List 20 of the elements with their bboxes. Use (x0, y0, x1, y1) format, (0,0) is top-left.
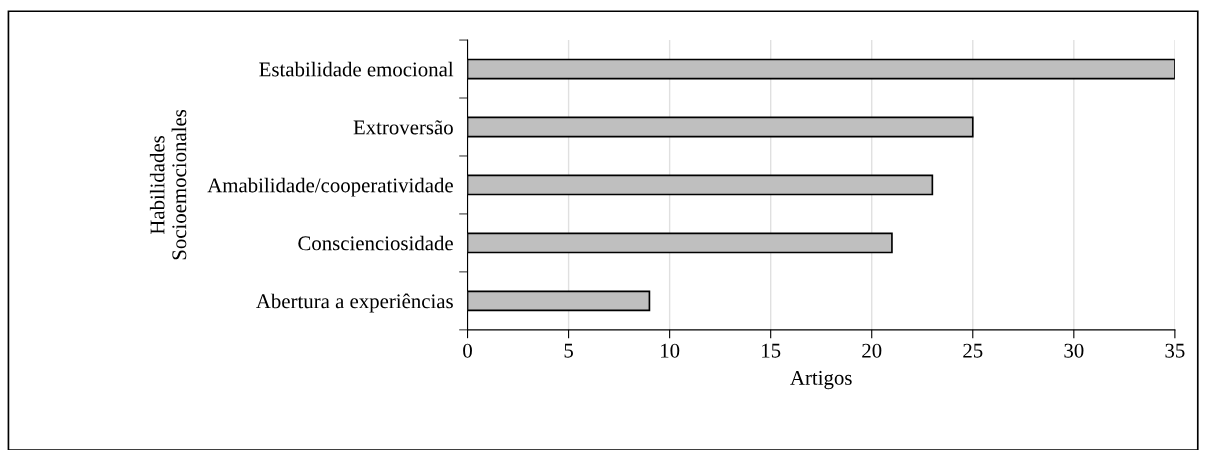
x-tick-label: 10 (661, 343, 680, 358)
y-axis-title: Habilidades Socioemocionales (149, 109, 187, 260)
bar (467, 174, 934, 196)
y-tick-label: Conscienciosidade (298, 235, 453, 251)
x-tick-label: 30 (1064, 343, 1084, 358)
y-tick-label: Amabilidade/cooperatividade (207, 177, 453, 197)
x-tick-label: 15 (762, 343, 781, 358)
x-tick-label: 35 (1165, 343, 1185, 358)
y-tick-label: Estabilidade emocional (259, 61, 454, 77)
y-tick-label: Extroversão (353, 120, 453, 135)
x-tick-label: 5 (564, 343, 573, 358)
bar (467, 290, 651, 312)
bar (467, 116, 974, 138)
x-tick-label: 25 (963, 343, 983, 358)
bar (467, 58, 1175, 80)
y-tick-label: Abertura a experiências (256, 293, 453, 313)
x-tick-label: 20 (862, 343, 882, 358)
x-axis-title: Artigos (790, 370, 852, 390)
bar (467, 232, 893, 254)
x-tick-label: 0 (463, 343, 472, 358)
